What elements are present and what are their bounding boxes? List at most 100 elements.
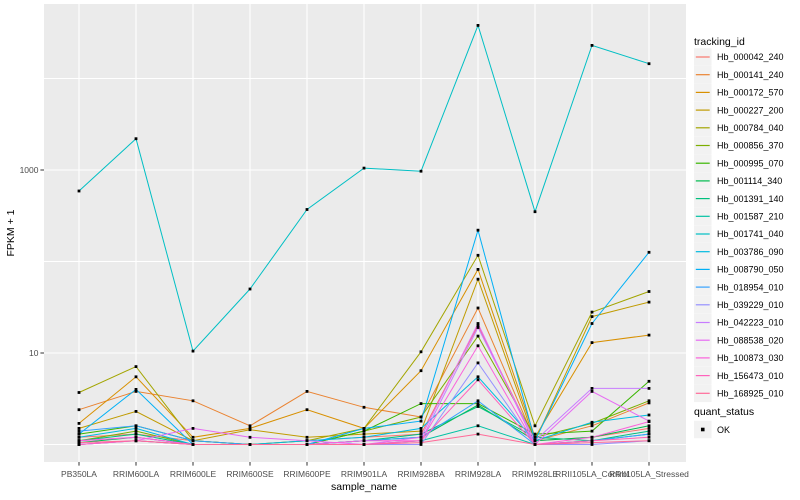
data-point bbox=[590, 310, 594, 314]
data-point bbox=[77, 422, 81, 425]
legend-item-label: Hb_018954_010 bbox=[717, 282, 784, 292]
x-tick-label: RRIM600SE bbox=[226, 469, 274, 479]
data-point bbox=[533, 439, 537, 443]
data-point bbox=[248, 424, 252, 428]
data-point bbox=[362, 432, 366, 436]
legend-item-label: Hb_000227_200 bbox=[717, 105, 784, 115]
data-point bbox=[191, 427, 195, 430]
data-point bbox=[362, 427, 366, 430]
data-point bbox=[476, 399, 480, 403]
legend-item: Hb_000995_070 bbox=[694, 154, 784, 172]
legend-quant-ok-label: OK bbox=[717, 425, 730, 435]
data-point bbox=[647, 250, 651, 254]
data-point bbox=[476, 361, 480, 365]
legend-item-label: Hb_100873_030 bbox=[717, 353, 784, 363]
data-point bbox=[476, 326, 480, 329]
legend-item-quant-ok bbox=[694, 420, 712, 439]
legend-item: Hb_039229_010 bbox=[694, 296, 784, 314]
data-point bbox=[590, 322, 594, 325]
x-tick-label: RRII105LA_Control bbox=[555, 469, 629, 479]
data-point bbox=[590, 44, 594, 47]
data-point bbox=[362, 439, 366, 443]
legend-item-label: Hb_000042_240 bbox=[717, 52, 784, 62]
data-point bbox=[419, 429, 423, 433]
data-point bbox=[476, 277, 480, 281]
data-point bbox=[419, 427, 423, 430]
data-point bbox=[419, 415, 423, 419]
data-point bbox=[533, 432, 537, 436]
legend-title-tracking-id: tracking_id bbox=[694, 36, 745, 48]
data-point bbox=[476, 324, 480, 327]
legend-title-quant-status: quant_status bbox=[694, 406, 754, 418]
x-axis-title: sample_name bbox=[331, 481, 397, 493]
x-tick-label: RRIM928LE bbox=[512, 469, 559, 479]
data-point bbox=[533, 435, 537, 439]
data-point bbox=[77, 443, 81, 446]
y-axis-title: FPKM + 1 bbox=[5, 209, 17, 256]
legend-item: Hb_001587_210 bbox=[694, 207, 784, 226]
y-tick-label: 10 bbox=[29, 348, 39, 358]
legend-item-label: Hb_001741_040 bbox=[717, 229, 784, 239]
data-point bbox=[134, 424, 138, 428]
data-point bbox=[419, 419, 423, 423]
legend-item-label: Hb_042223_010 bbox=[717, 318, 784, 328]
data-point bbox=[476, 432, 480, 436]
legend-item-label: Hb_001587_210 bbox=[717, 212, 784, 222]
data-point bbox=[134, 427, 138, 430]
legend-item: Hb_000227_200 bbox=[694, 101, 784, 119]
x-tick-label: RRII105LA_Stressed bbox=[609, 469, 689, 479]
data-point bbox=[590, 439, 594, 443]
data-points bbox=[77, 24, 651, 446]
data-point bbox=[248, 428, 252, 432]
legend-item: Hb_000856_370 bbox=[694, 136, 784, 155]
data-point bbox=[305, 439, 309, 443]
legend-item-label: Hb_008790_050 bbox=[717, 265, 784, 275]
legend-item: Hb_168925_010 bbox=[694, 384, 784, 403]
data-point bbox=[647, 379, 651, 383]
data-point bbox=[647, 290, 651, 293]
data-point bbox=[77, 408, 81, 412]
data-point bbox=[419, 441, 423, 444]
legend-item: Hb_100873_030 bbox=[694, 349, 784, 367]
data-point bbox=[476, 405, 480, 408]
data-point bbox=[647, 439, 651, 443]
x-tick-label: RRIM600LE bbox=[170, 469, 217, 479]
legend-item: Hb_000042_240 bbox=[694, 48, 784, 66]
data-point bbox=[647, 432, 651, 436]
data-point bbox=[419, 435, 423, 439]
legend-item: Hb_001741_040 bbox=[694, 225, 784, 243]
legend-item: Hb_042223_010 bbox=[694, 313, 784, 332]
data-point bbox=[647, 62, 651, 66]
data-point bbox=[419, 350, 423, 354]
data-point bbox=[647, 333, 651, 337]
data-point bbox=[419, 169, 423, 173]
ok-square-marker bbox=[700, 427, 705, 432]
data-point bbox=[590, 390, 594, 393]
data-point bbox=[419, 439, 423, 443]
legend-item-label: Hb_039229_010 bbox=[717, 300, 784, 310]
data-point bbox=[533, 424, 537, 428]
data-point bbox=[476, 424, 480, 428]
legend-item-label: Hb_003786_090 bbox=[717, 247, 784, 257]
data-point bbox=[77, 427, 81, 430]
data-point bbox=[191, 399, 195, 403]
legend-item: Hb_008790_050 bbox=[694, 260, 784, 279]
legend-item-label: Hb_000141_240 bbox=[717, 70, 784, 80]
data-point bbox=[476, 375, 480, 379]
data-point bbox=[305, 390, 309, 393]
legend-item: Hb_001391_140 bbox=[694, 189, 784, 208]
data-point bbox=[134, 410, 138, 413]
data-point bbox=[134, 439, 138, 443]
data-point bbox=[305, 208, 309, 211]
data-point bbox=[647, 435, 651, 439]
data-point bbox=[191, 439, 195, 443]
data-point bbox=[476, 344, 480, 348]
legend-item-label: Hb_000784_040 bbox=[717, 123, 784, 133]
data-point bbox=[647, 387, 651, 390]
data-point bbox=[476, 24, 480, 27]
data-point bbox=[647, 427, 651, 430]
data-point bbox=[134, 432, 138, 436]
data-point bbox=[476, 378, 480, 382]
